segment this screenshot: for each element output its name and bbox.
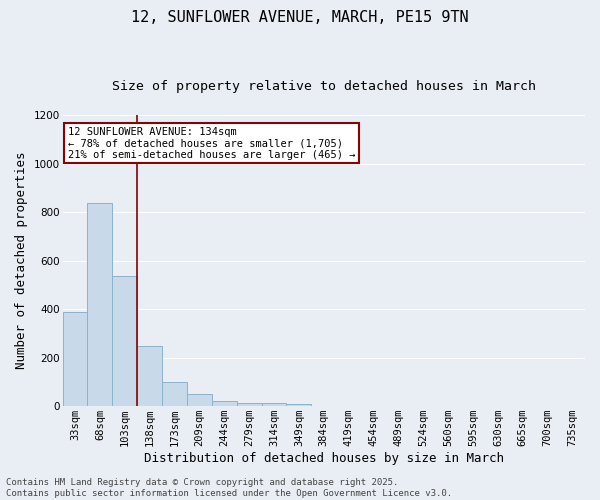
Bar — [237, 402, 262, 406]
Bar — [137, 346, 162, 406]
Title: Size of property relative to detached houses in March: Size of property relative to detached ho… — [112, 80, 536, 93]
Bar — [286, 404, 311, 406]
Bar — [162, 382, 187, 406]
Bar — [212, 402, 237, 406]
Bar — [62, 312, 88, 406]
Bar — [262, 404, 286, 406]
Text: 12, SUNFLOWER AVENUE, MARCH, PE15 9TN: 12, SUNFLOWER AVENUE, MARCH, PE15 9TN — [131, 10, 469, 25]
Text: 12 SUNFLOWER AVENUE: 134sqm
← 78% of detached houses are smaller (1,705)
21% of : 12 SUNFLOWER AVENUE: 134sqm ← 78% of det… — [68, 126, 355, 160]
X-axis label: Distribution of detached houses by size in March: Distribution of detached houses by size … — [144, 452, 504, 465]
Bar — [187, 394, 212, 406]
Text: Contains HM Land Registry data © Crown copyright and database right 2025.
Contai: Contains HM Land Registry data © Crown c… — [6, 478, 452, 498]
Bar — [112, 276, 137, 406]
Bar — [88, 203, 112, 406]
Y-axis label: Number of detached properties: Number of detached properties — [15, 152, 28, 370]
